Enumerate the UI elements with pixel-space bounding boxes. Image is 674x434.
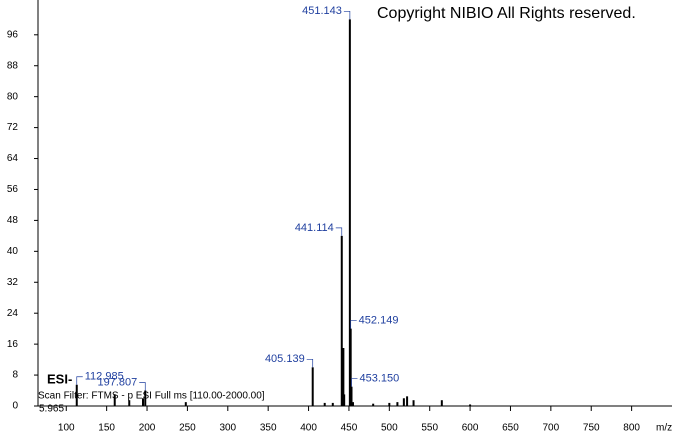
y-tick-label: 24 [7, 308, 19, 319]
x-tick-label: 100 [58, 423, 75, 434]
label-leader [76, 376, 83, 385]
x-tick-label: 800 [623, 423, 640, 434]
y-tick-label: 32 [7, 277, 19, 288]
y-tick-label: 56 [7, 184, 19, 195]
label-leader [351, 378, 358, 387]
x-axis-label: m/z [656, 423, 672, 434]
y-tick-label: 88 [7, 60, 19, 71]
chart-title: Copyright NIBIO All Rights reserved. [377, 5, 636, 22]
y-tick-label: 64 [7, 153, 19, 164]
peak-label: 453.150 [359, 373, 399, 385]
x-tick-label: 700 [543, 423, 560, 434]
peak-label: 197.807 [97, 376, 137, 388]
x-tick-label: 450 [341, 423, 358, 434]
y-tick-label: 0 [12, 401, 18, 412]
x-tick-label: 550 [421, 423, 438, 434]
label-leader [335, 227, 343, 236]
y-tick-label: 8 [12, 370, 18, 381]
x-tick-label: 650 [502, 423, 519, 434]
x-tick-label: 300 [219, 423, 236, 434]
label-leader [343, 10, 351, 20]
x-tick-label: 150 [98, 423, 115, 434]
peak-label: 451.143 [302, 5, 342, 17]
peak-label: 405.139 [265, 353, 305, 365]
y-tick-label: 48 [7, 215, 19, 226]
x-tick-label: 250 [179, 423, 196, 434]
x-tick-label: 600 [462, 423, 479, 434]
ion-mode: ESI- [47, 371, 72, 386]
x-tick-label: 350 [260, 423, 277, 434]
peak-label: 441.114 [295, 222, 334, 234]
x-tick-label: 500 [381, 423, 398, 434]
y-tick-label: 96 [7, 29, 19, 40]
y-tick-label: 80 [7, 91, 19, 102]
y-tick-label: 16 [7, 339, 19, 350]
peak-label: 112.985 [85, 371, 124, 383]
label-leader [350, 320, 357, 329]
y-tick-label: 40 [7, 246, 19, 257]
x-tick-label: 400 [300, 423, 317, 434]
scan-filter: Scan Filter: FTMS - p ESI Full ms [110.0… [38, 391, 265, 402]
y-tick-label: 72 [7, 122, 19, 133]
label-leader [306, 358, 314, 368]
peak-label: 452.149 [359, 315, 399, 327]
x-tick-label: 750 [583, 423, 600, 434]
x-tick-label: 200 [139, 423, 156, 434]
label-leader [139, 382, 146, 391]
retention-time: 5.965 [39, 404, 64, 415]
